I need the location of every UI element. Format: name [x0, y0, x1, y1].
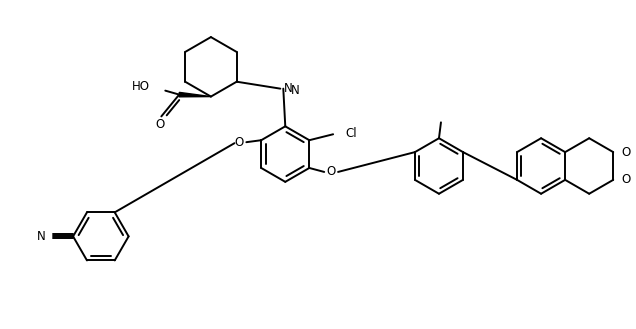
- Text: O: O: [326, 165, 336, 178]
- Text: O: O: [235, 136, 244, 149]
- Text: O: O: [156, 118, 165, 131]
- Text: N: N: [291, 84, 300, 97]
- Text: Cl: Cl: [345, 127, 357, 140]
- Text: O: O: [621, 146, 630, 159]
- Polygon shape: [179, 92, 211, 97]
- Text: N: N: [37, 230, 45, 243]
- Text: N: N: [284, 82, 293, 95]
- Text: HO: HO: [132, 80, 149, 93]
- Text: O: O: [621, 173, 630, 186]
